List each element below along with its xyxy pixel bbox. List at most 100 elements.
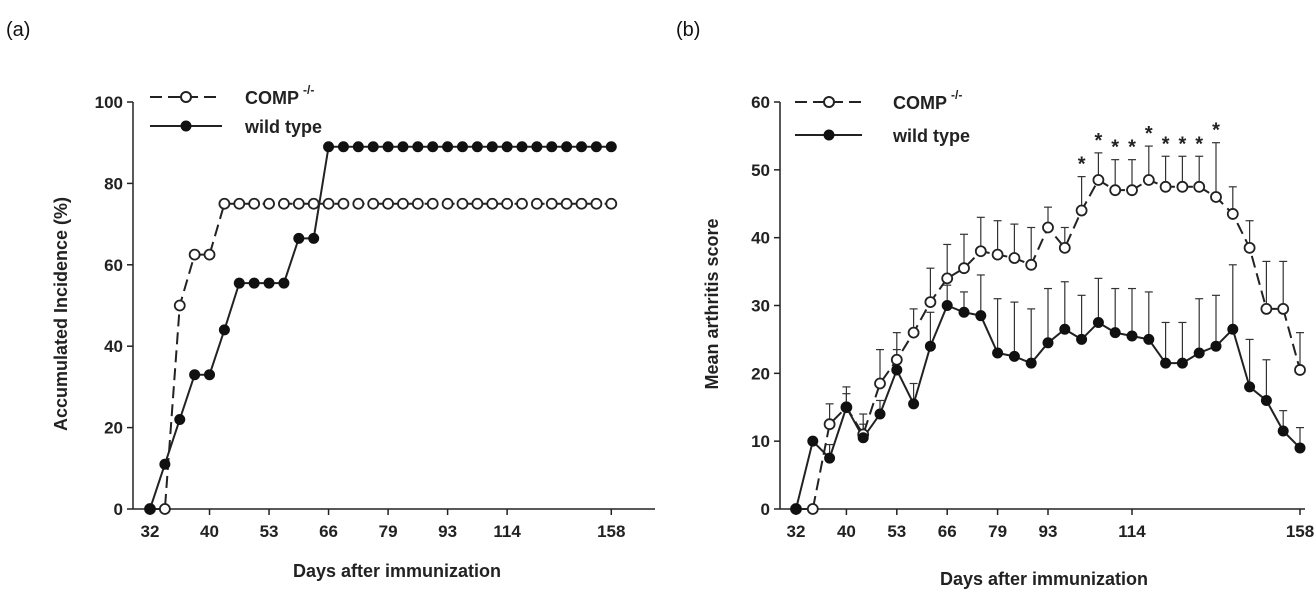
legend-marker-wt-a [180,120,192,132]
data-point-wild-type-b [1109,327,1121,339]
significance-star: * [1128,137,1136,159]
x-tick-label-b: 66 [938,522,957,541]
y-tick-label-a: 60 [104,256,123,275]
data-point-wild-type-b [1227,323,1239,335]
data-point-wild-type-a [248,277,260,289]
data-point-comp-a [322,197,335,210]
data-point-comp-b [1277,302,1290,315]
data-point-wild-type-b [1025,357,1037,369]
x-axis-title-a: Days after immunization [293,561,501,581]
data-point-comp-a [456,197,469,210]
data-point-wild-type-a [144,503,156,515]
data-point-wild-type-a [263,277,275,289]
y-tick-label-a: 100 [95,93,123,112]
data-point-wild-type-a [337,141,349,153]
data-point-wild-type-b [1042,337,1054,349]
data-point-comp-b [806,503,819,515]
legend-label-wt-b: wild type [892,126,970,146]
data-point-wild-type-a [605,141,617,153]
data-point-wild-type-a [442,141,454,153]
data-point-comp-b [1176,180,1189,193]
data-point-comp-b [1092,174,1105,186]
data-point-comp-a [263,197,275,210]
data-point-wild-type-b [1059,323,1071,335]
significance-star: * [1179,133,1187,155]
data-point-comp-a [158,503,171,515]
x-tick-label-b: 79 [988,522,1007,541]
significance-star: * [1195,133,1203,155]
data-point-comp-b [1058,241,1071,254]
data-point-wild-type-a [367,141,379,153]
data-point-wild-type-b [992,347,1004,359]
significance-star: * [1162,133,1170,155]
data-point-wild-type-a [323,141,335,153]
data-point-wild-type-b [1277,425,1289,437]
y-tick-label-b: 0 [761,500,770,519]
data-point-comp-b [890,353,903,366]
y-tick-label-b: 20 [751,364,770,383]
data-point-comp-a [218,197,231,210]
data-point-comp-a [367,197,380,210]
data-point-wild-type-b [824,452,836,464]
data-point-wild-type-a [382,141,394,153]
data-point-wild-type-b [1126,330,1138,342]
data-point-comp-b [1294,364,1306,376]
x-tick-label-a: 40 [200,522,219,541]
data-point-comp-b [907,326,920,339]
data-point-wild-type-a [218,324,230,336]
x-tick-label-a: 93 [438,522,457,541]
data-point-wild-type-a [531,141,543,153]
significance-star: * [1145,123,1153,145]
data-point-wild-type-a [397,141,409,153]
data-point-comp-a [352,197,365,210]
significance-star: * [1078,154,1086,176]
significance-star: * [1212,120,1220,142]
data-point-comp-a [605,197,618,210]
data-point-wild-type-a [427,141,439,153]
data-point-comp-b [874,377,886,390]
data-point-wild-type-b [874,408,886,420]
data-point-comp-b [1025,258,1038,271]
x-tick-label-b: 158 [1286,522,1314,541]
data-point-comp-b [1260,302,1273,315]
data-point-wild-type-b [840,401,852,413]
significance-star: * [1095,130,1103,152]
panel-label-b: (b) [676,19,700,41]
data-point-comp-a [426,197,439,210]
data-point-wild-type-b [1008,350,1020,362]
data-point-wild-type-b [941,300,953,311]
data-point-comp-a [397,197,409,210]
legend-marker-comp-a [180,91,192,103]
data-point-comp-b [1243,241,1256,254]
significance-star: * [1111,137,1119,159]
y-tick-label-a: 40 [104,337,123,356]
data-point-comp-b [924,296,937,309]
data-point-wild-type-a [293,232,305,244]
x-tick-label-a: 66 [319,522,338,541]
legend-label-comp-b-name: COMP [893,93,947,113]
data-point-comp-a [545,197,558,210]
data-point-comp-b [1193,180,1206,193]
data-point-wild-type-a [501,141,513,153]
x-tick-label-b: 32 [787,522,806,541]
data-point-wild-type-b [1260,394,1272,406]
data-point-wild-type-b [1294,442,1306,454]
data-point-comp-b [823,418,836,431]
data-point-wild-type-b [807,435,819,447]
x-tick-label-b: 40 [837,522,856,541]
x-tick-label-a: 158 [597,522,625,541]
data-point-wild-type-b [975,310,987,322]
data-point-wild-type-a [471,141,483,153]
data-point-comp-a [516,197,528,210]
y-tick-label-b: 40 [751,229,770,248]
data-point-comp-b [1109,184,1122,197]
data-point-comp-a [560,197,573,210]
data-point-comp-a [233,197,246,210]
data-point-wild-type-a [486,141,498,153]
x-tick-label-a: 79 [379,522,398,541]
data-point-comp-a [173,299,186,312]
data-point-comp-a [248,197,261,210]
data-point-wild-type-b [1076,333,1088,345]
data-point-wild-type-b [1092,316,1104,328]
data-point-comp-a [278,197,290,210]
